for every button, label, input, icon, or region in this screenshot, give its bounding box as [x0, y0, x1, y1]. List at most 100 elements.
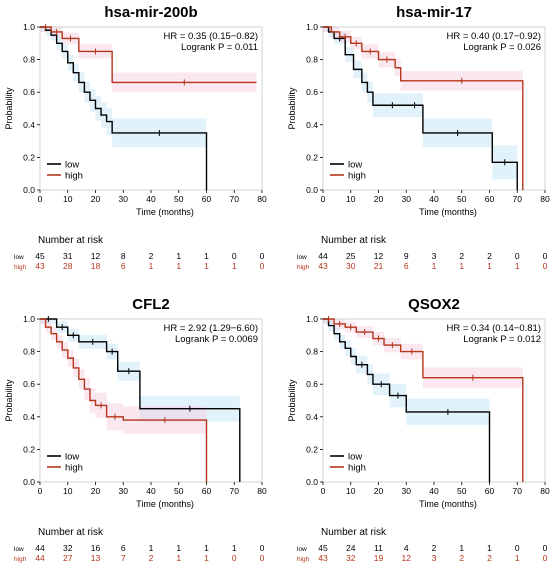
risk-count: 1 [204, 553, 209, 563]
risk-count: 2 [432, 543, 437, 553]
y-tick-label: 0.0 [23, 477, 35, 487]
y-tick-label: 0.4 [306, 412, 318, 422]
km-curve-low [40, 26, 208, 190]
ci-band-low [323, 27, 518, 190]
risk-row-label-low: low [14, 546, 24, 553]
risk-count: 25 [346, 251, 356, 261]
km-curve-high [323, 318, 524, 482]
risk-count: 44 [35, 553, 45, 563]
y-tick-label: 0.8 [23, 55, 35, 65]
km-curve-low [323, 318, 491, 482]
x-tick-label: 60 [485, 194, 495, 204]
legend-label-low: low [65, 160, 79, 171]
y-tick-label: 0.0 [23, 185, 35, 195]
risk-count: 43 [35, 261, 45, 271]
risk-count: 1 [176, 543, 181, 553]
risk-count: 18 [91, 261, 101, 271]
risk-count: 1 [232, 543, 237, 553]
x-tick-label: 10 [63, 194, 73, 204]
risk-count: 1 [459, 543, 464, 553]
risk-count: 0 [543, 553, 548, 563]
legend-label-high: high [65, 463, 83, 474]
km-curve-high [40, 318, 208, 482]
risk-row-label-high: high [297, 556, 310, 563]
legend-label-high: high [65, 171, 83, 182]
hazard-ratio-annotation: HR = 0.40 (0.17−0.92) [446, 31, 541, 42]
y-tick-label: 0.2 [306, 152, 318, 162]
risk-table-header: Number at risk [38, 235, 104, 246]
x-tick-label: 30 [402, 194, 412, 204]
risk-count: 3 [432, 251, 437, 261]
risk-row-label-low: low [297, 254, 307, 261]
risk-count: 1 [432, 261, 437, 271]
risk-count: 1 [487, 261, 492, 271]
y-tick-label: 1.0 [306, 314, 318, 324]
risk-count: 32 [63, 543, 73, 553]
risk-count: 1 [515, 553, 520, 563]
y-tick-label: 0.2 [23, 444, 35, 454]
risk-count: 4 [404, 543, 409, 553]
x-tick-label: 60 [485, 486, 495, 496]
km-curve-low [323, 26, 518, 190]
x-tick-label: 80 [257, 194, 267, 204]
risk-count: 1 [204, 251, 209, 261]
y-tick-label: 0.2 [306, 444, 318, 454]
y-tick-label: 0.0 [306, 477, 318, 487]
logrank-p-annotation: Logrank P = 0.026 [463, 42, 541, 53]
x-tick-label: 80 [257, 486, 267, 496]
x-tick-label: 0 [38, 194, 43, 204]
x-axis-label: Time (months) [136, 499, 194, 509]
risk-count: 0 [543, 251, 548, 261]
logrank-p-annotation: Logrank P = 0.012 [463, 334, 541, 345]
x-tick-label: 40 [146, 486, 156, 496]
risk-count: 11 [374, 543, 383, 553]
risk-count: 1 [176, 251, 181, 261]
risk-count: 44 [318, 251, 328, 261]
risk-count: 12 [402, 553, 412, 563]
risk-count: 1 [204, 261, 209, 271]
risk-count: 0 [515, 251, 520, 261]
x-tick-label: 30 [402, 486, 412, 496]
y-axis-label: Probability [287, 87, 297, 130]
risk-count: 2 [459, 251, 464, 261]
chart-title: hsa-mir-17 [396, 4, 472, 21]
y-axis-label: Probability [4, 379, 14, 422]
risk-count: 19 [374, 553, 384, 563]
risk-table-header: Number at risk [321, 527, 387, 538]
legend-label-high: high [348, 463, 366, 474]
chart-title: hsa-mir-200b [104, 4, 197, 21]
x-tick-label: 20 [91, 486, 101, 496]
x-tick-label: 80 [540, 194, 550, 204]
risk-count: 0 [515, 543, 520, 553]
risk-count: 30 [346, 261, 356, 271]
x-tick-label: 50 [174, 194, 184, 204]
x-tick-label: 70 [513, 486, 523, 496]
y-tick-label: 0.6 [306, 87, 318, 97]
x-tick-label: 20 [374, 194, 384, 204]
risk-count: 21 [374, 261, 384, 271]
risk-count: 24 [346, 543, 356, 553]
risk-count: 1 [149, 543, 154, 553]
risk-row-label-high: high [14, 264, 27, 271]
risk-count: 1 [487, 543, 492, 553]
y-tick-label: 0.8 [23, 347, 35, 357]
y-axis-label: Probability [4, 87, 14, 130]
risk-count: 0 [232, 251, 237, 261]
x-tick-label: 50 [457, 194, 467, 204]
risk-count: 0 [260, 543, 265, 553]
x-tick-label: 40 [429, 486, 439, 496]
risk-count: 44 [35, 543, 45, 553]
x-tick-label: 80 [540, 486, 550, 496]
x-tick-label: 60 [202, 486, 212, 496]
chart-title: CFL2 [132, 296, 170, 313]
km-panel-2: hsa-mir-170.00.20.40.60.81.00 10 20 30 40 50 6… [287, 4, 550, 271]
x-tick-label: 0 [38, 486, 43, 496]
y-tick-label: 0.6 [23, 87, 35, 97]
x-tick-label: 10 [346, 194, 356, 204]
x-tick-label: 0 [321, 486, 326, 496]
risk-count: 2 [487, 251, 492, 261]
risk-count: 8 [121, 251, 126, 261]
x-tick-label: 10 [63, 486, 73, 496]
